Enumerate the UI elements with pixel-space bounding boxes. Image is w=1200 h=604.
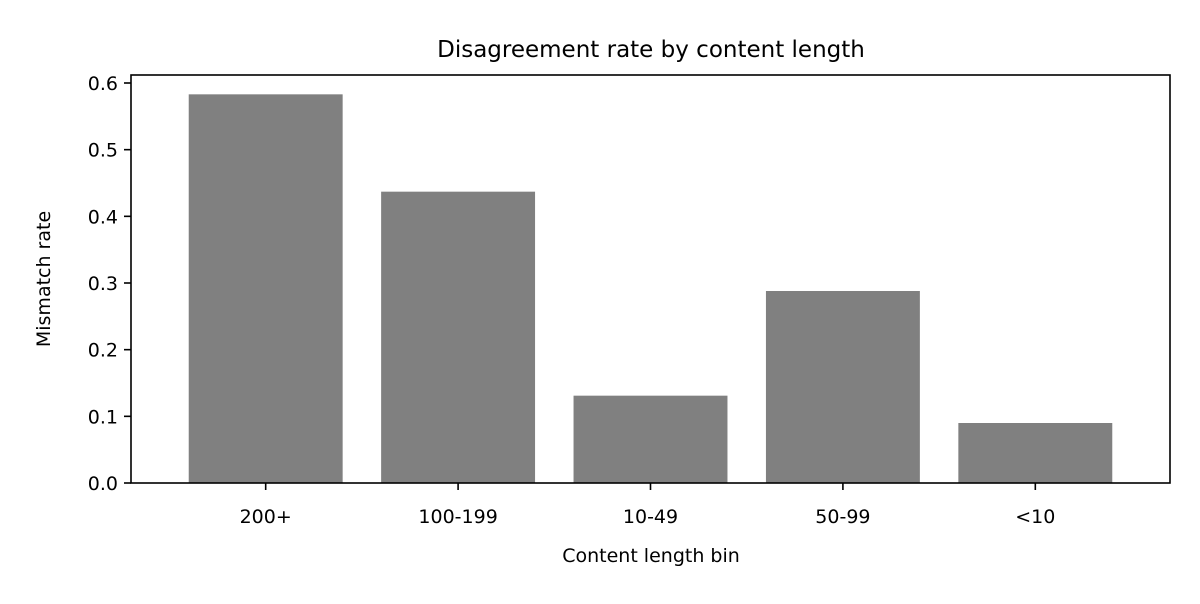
bar-3 bbox=[765, 291, 920, 483]
y-tick-label: 0.6 bbox=[88, 73, 118, 95]
x-tick-label: 100-199 bbox=[418, 506, 497, 528]
bar-4 bbox=[958, 423, 1113, 483]
y-tick-label: 0.5 bbox=[88, 140, 118, 162]
y-axis-title: Mismatch rate bbox=[33, 211, 55, 347]
x-tick-label: <10 bbox=[1015, 506, 1055, 528]
bars-group bbox=[188, 94, 1113, 484]
chart-title: Disagreement rate by content length bbox=[437, 37, 865, 63]
x-tick-label: 200+ bbox=[240, 506, 292, 528]
y-tick-label: 0.1 bbox=[88, 406, 118, 428]
bar-0 bbox=[188, 94, 343, 483]
y-tick-label: 0.4 bbox=[88, 206, 118, 228]
y-tick-label: 0.2 bbox=[88, 340, 118, 362]
y-axis: 0.0 0.1 0.2 0.3 0.4 0.5 0.6 bbox=[88, 73, 131, 495]
x-tick-label: 10-49 bbox=[623, 506, 678, 528]
x-axis: 200+ 100-199 10-49 50-99 <10 bbox=[240, 483, 1055, 528]
y-tick-label: 0.0 bbox=[88, 473, 118, 495]
x-tick-label: 50-99 bbox=[815, 506, 870, 528]
bar-2 bbox=[573, 395, 728, 483]
bar-1 bbox=[381, 191, 536, 484]
x-axis-title: Content length bin bbox=[562, 545, 740, 567]
y-tick-label: 0.3 bbox=[88, 273, 118, 295]
